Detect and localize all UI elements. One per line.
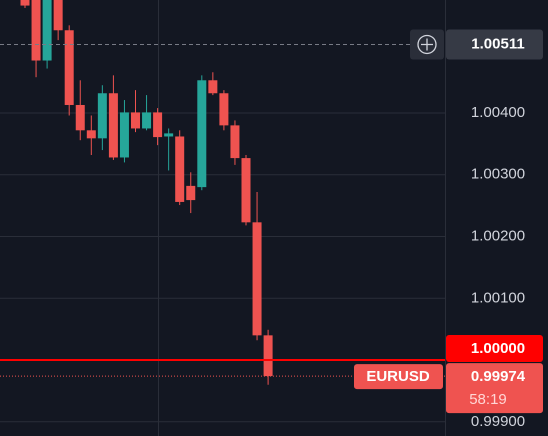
candle-body (252, 222, 262, 336)
overlay: 1.00511 1.00000 EURUSD 0.99974 58:19 (0, 29, 543, 414)
last-price-box (446, 363, 543, 414)
plus-icon (417, 34, 437, 55)
candles (20, 0, 273, 385)
candle-body (186, 185, 196, 201)
crosshair-label-box (446, 29, 543, 60)
grid: 1.00400 1.00300 1.00200 1.00100 0.99900 (0, 104, 525, 430)
candle-body (64, 30, 74, 105)
candle-body (230, 125, 240, 159)
countdown: 58:19 (469, 391, 507, 408)
last-price-label: 0.99974 (471, 368, 526, 385)
y-tick-label: 0.99900 (471, 413, 525, 430)
symbol-box (354, 364, 443, 390)
y-tick-label: 1.00100 (471, 289, 525, 306)
candle-body (142, 112, 152, 129)
candle-body (153, 112, 163, 138)
y-tick-label: 1.00200 (471, 227, 525, 244)
reference-label-box (446, 335, 543, 363)
plus-icon (421, 38, 433, 51)
symbol-label: EURUSD (366, 368, 430, 385)
candle-body (75, 104, 85, 131)
candle-body (164, 133, 174, 137)
y-tick-label: 1.00300 (471, 166, 525, 183)
candle-body (197, 80, 207, 188)
candle-body (131, 112, 140, 129)
candle-body (86, 130, 96, 139)
crosshair-label: 1.00511 (471, 35, 524, 52)
reference-label: 1.00000 (471, 340, 525, 357)
candle-body (263, 335, 273, 377)
candle-body (241, 158, 251, 223)
candle-body (20, 0, 30, 6)
candle-body (175, 136, 185, 202)
candle-body (42, 0, 52, 61)
candle-body (219, 93, 229, 126)
candle-body (108, 93, 118, 158)
candle-body (208, 80, 218, 94)
candle-body (31, 0, 41, 61)
y-tick-label: 1.00400 (471, 104, 525, 121)
candle-body (119, 112, 129, 158)
candle-body (97, 93, 107, 139)
candle-body (53, 0, 63, 31)
